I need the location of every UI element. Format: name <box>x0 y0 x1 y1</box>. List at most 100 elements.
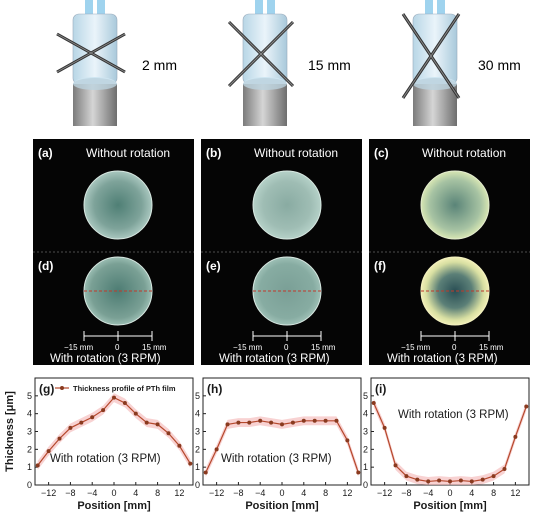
series-error-band <box>37 393 191 470</box>
data-point <box>469 479 474 484</box>
plot-annotation: With rotation (3 RPM) <box>221 453 332 465</box>
distance-label-1: 2 mm <box>142 57 177 73</box>
data-point <box>101 408 106 413</box>
panel-tag-d: (d) <box>38 259 53 273</box>
photo-column-2 <box>201 139 362 365</box>
plot-annotation: With rotation (3 RPM) <box>398 409 509 421</box>
photo-caption-e: With rotation (3 RPM) <box>219 353 330 365</box>
x-tick-label: 0 <box>111 488 116 498</box>
y-tick-label: 4 <box>195 409 200 419</box>
data-point <box>177 443 182 448</box>
scale-label-zero-1: 0 <box>115 343 120 352</box>
data-point <box>188 461 193 466</box>
y-tick-label: 4 <box>363 409 368 419</box>
data-point <box>166 431 171 436</box>
data-point <box>513 434 518 439</box>
data-point <box>491 474 496 479</box>
film-disc-c <box>420 170 490 240</box>
data-point <box>122 400 127 405</box>
data-point <box>334 418 339 423</box>
data-point <box>290 420 295 425</box>
data-point <box>404 474 409 479</box>
data-point <box>133 411 138 416</box>
distance-label-2: 15 mm <box>308 57 351 73</box>
nozzle-cylinder <box>72 13 118 85</box>
data-point <box>236 420 241 425</box>
panel-tag: (g) <box>39 382 54 396</box>
data-point <box>203 470 208 475</box>
data-point <box>269 420 274 425</box>
x-axis-label: Position [mm] <box>77 500 151 512</box>
photo-caption-f: With rotation (3 RPM) <box>387 353 498 365</box>
y-tick-label: 0 <box>363 480 368 490</box>
photo-column-1 <box>33 139 194 365</box>
data-point <box>46 449 51 454</box>
data-point <box>68 425 73 430</box>
film-disc-b <box>252 170 322 240</box>
data-point <box>79 420 84 425</box>
y-tick-label: 1 <box>195 462 200 472</box>
x-tick-label: 4 <box>133 488 138 498</box>
y-tick-label: 1 <box>27 462 32 472</box>
x-tick-label: −8 <box>233 488 243 498</box>
data-point <box>35 463 40 468</box>
y-tick-label: 3 <box>27 427 32 437</box>
y-tick-label: 5 <box>195 391 200 401</box>
y-tick-label: 3 <box>363 427 368 437</box>
y-axis-label: Thickness [μm] <box>4 391 16 472</box>
film-disc-a <box>83 170 153 240</box>
data-point <box>502 466 507 471</box>
x-tick-label: −4 <box>255 488 265 498</box>
data-point <box>480 477 485 482</box>
x-axis-label: Position [mm] <box>413 500 487 512</box>
data-point <box>112 395 116 400</box>
x-tick-label: −8 <box>65 488 75 498</box>
x-tick-label: 8 <box>323 488 328 498</box>
scale-label-zero-3: 0 <box>452 343 457 352</box>
plot-annotation: With rotation (3 RPM) <box>50 453 161 465</box>
data-point <box>437 478 442 483</box>
data-point <box>371 400 376 405</box>
panel-tag-e: (e) <box>206 259 221 273</box>
data-point <box>90 415 95 420</box>
panel-tag: (i) <box>375 382 386 396</box>
x-tick-label: −12 <box>41 488 56 498</box>
x-tick-label: −12 <box>209 488 224 498</box>
setup-diagram-3 <box>401 0 461 126</box>
data-point <box>301 418 306 423</box>
y-tick-label: 0 <box>27 480 32 490</box>
scale-label-right-2: 15 mm <box>311 343 336 352</box>
data-point <box>415 477 420 482</box>
y-tick-label: 1 <box>363 462 368 472</box>
x-tick-label: 8 <box>155 488 160 498</box>
scale-bar-3 <box>420 331 490 341</box>
y-tick-label: 2 <box>363 444 368 454</box>
x-tick-label: −12 <box>377 488 392 498</box>
photo-caption-d: With rotation (3 RPM) <box>50 353 161 365</box>
data-point <box>280 422 284 427</box>
scale-label-left-3: −15 mm <box>401 343 430 352</box>
scale-bar-1 <box>83 331 153 341</box>
photo-title-a: Without rotation <box>86 146 170 160</box>
y-tick-label: 5 <box>363 391 368 401</box>
data-point <box>57 436 62 441</box>
y-tick-label: 4 <box>27 409 32 419</box>
scale-label-left-1: −15 mm <box>64 343 93 352</box>
panel-tag-f: (f) <box>374 259 386 273</box>
plot-frame <box>202 377 362 486</box>
scale-label-zero-2: 0 <box>284 343 289 352</box>
data-point <box>345 438 350 443</box>
data-point <box>258 418 263 423</box>
x-tick-label: 12 <box>342 488 352 498</box>
x-tick-label: 4 <box>469 488 474 498</box>
data-point <box>448 479 452 484</box>
panel-tag: (h) <box>207 382 222 396</box>
data-point <box>214 447 219 452</box>
setup-diagram-2 <box>227 0 295 126</box>
data-point <box>312 418 317 423</box>
data-point <box>524 404 529 409</box>
